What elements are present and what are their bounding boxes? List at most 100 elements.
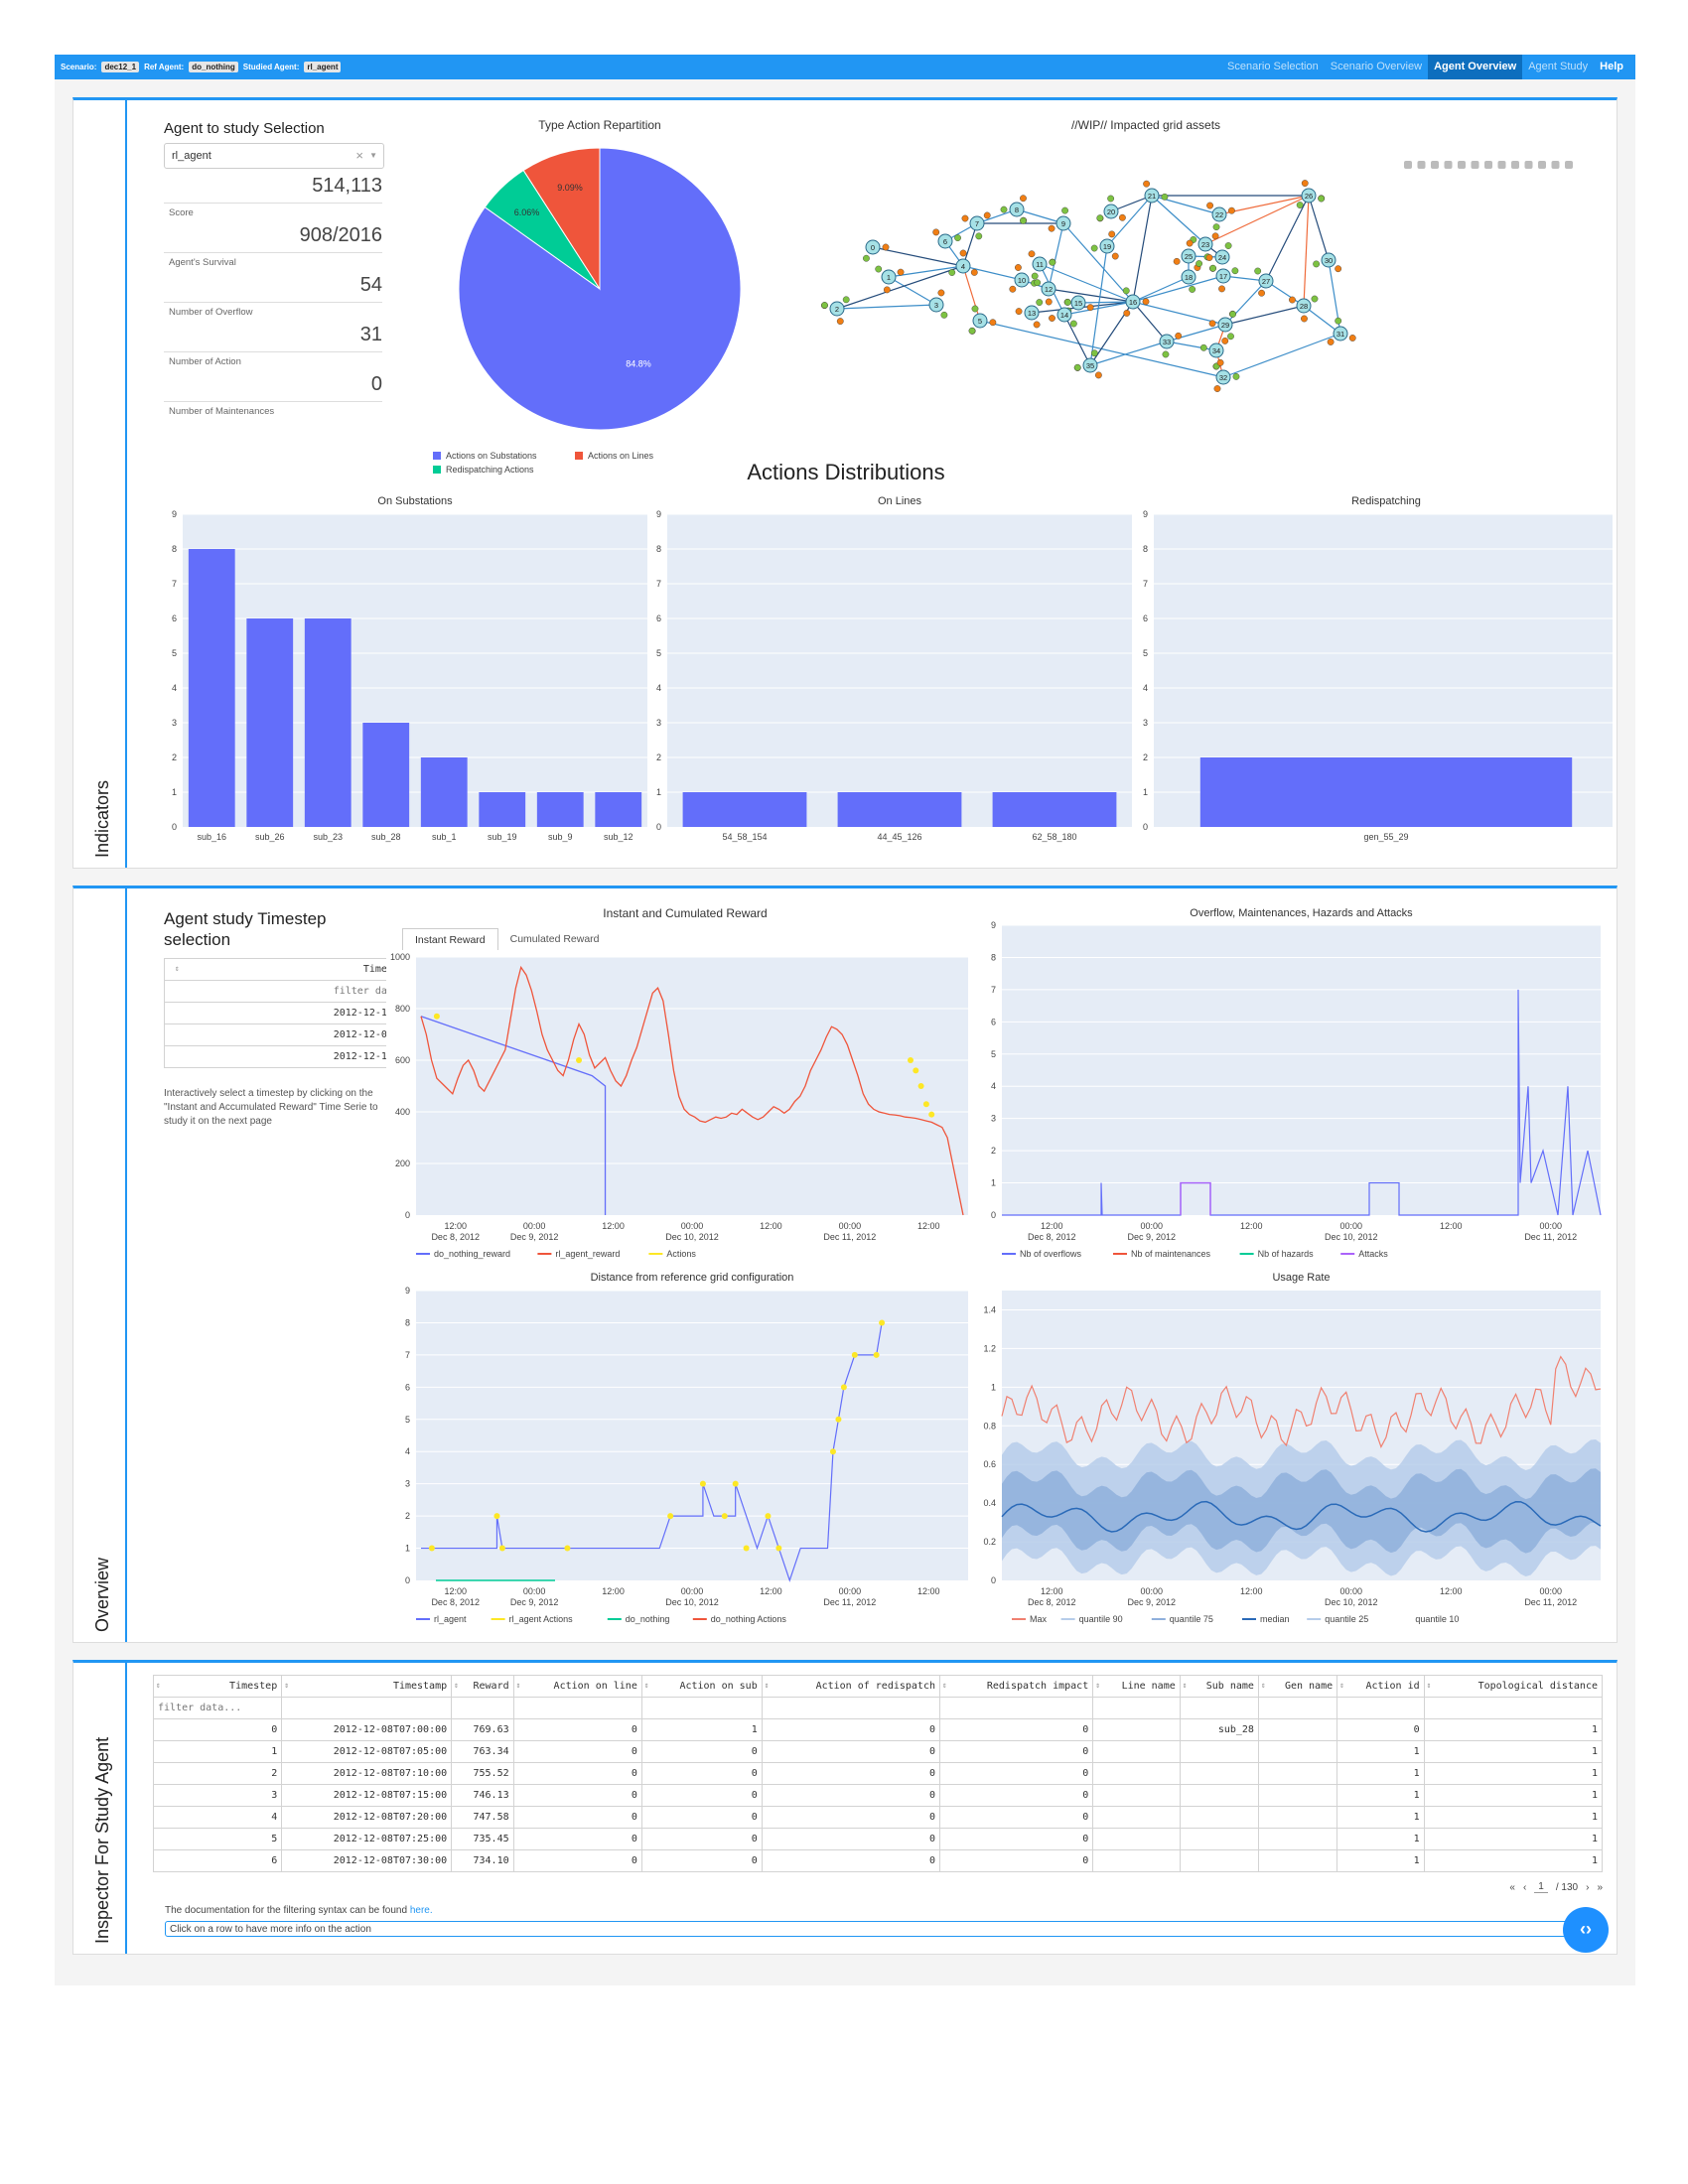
column-header[interactable]: ⇕ Topological distance: [1423, 1675, 1604, 1698]
table-cell[interactable]: 0: [761, 1806, 941, 1829]
table-cell[interactable]: 2012-12-08T07:10:00: [281, 1762, 453, 1785]
sort-icon[interactable]: ⇕: [156, 1681, 161, 1690]
table-cell[interactable]: 0: [761, 1849, 941, 1872]
table-cell[interactable]: 0: [640, 1806, 763, 1829]
table-cell[interactable]: 0: [512, 1828, 642, 1850]
table-cell[interactable]: 746.13: [451, 1784, 514, 1807]
table-cell[interactable]: 1: [1423, 1740, 1604, 1763]
table-cell[interactable]: 0: [640, 1784, 763, 1807]
table-cell[interactable]: 2012-12-08T07:20:00: [281, 1806, 453, 1829]
filter-cell[interactable]: [1336, 1697, 1425, 1719]
table-cell[interactable]: 0: [640, 1740, 763, 1763]
table-cell[interactable]: 0: [938, 1740, 1094, 1763]
agent-select-dropdown[interactable]: rl_agent × ▼: [164, 143, 384, 169]
table-cell[interactable]: 0: [938, 1849, 1094, 1872]
sort-icon[interactable]: ⇕: [764, 1681, 770, 1690]
table-cell[interactable]: 0: [938, 1718, 1094, 1741]
table-cell[interactable]: 0: [938, 1828, 1094, 1850]
table-cell[interactable]: 0: [761, 1762, 941, 1785]
table-row[interactable]: 2 2012-12-08T07:10:00 755.52 0 0 0 0 1 1: [152, 1762, 1604, 1785]
pan-icon[interactable]: [1431, 161, 1439, 169]
nav-help[interactable]: Help: [1600, 61, 1623, 72]
table-cell[interactable]: 1: [152, 1740, 283, 1763]
next-page-icon[interactable]: ›: [1586, 1881, 1590, 1893]
table-row[interactable]: 2012-12-11 08:: [164, 1045, 386, 1068]
column-header[interactable]: ⇕ Action on sub: [640, 1675, 763, 1698]
autoscale-icon[interactable]: [1497, 161, 1506, 169]
table-cell[interactable]: [1092, 1849, 1181, 1872]
table-cell[interactable]: [1257, 1806, 1338, 1829]
table-cell[interactable]: [1257, 1849, 1338, 1872]
filter-cell[interactable]: [512, 1697, 642, 1719]
sort-icon[interactable]: ⇕: [1426, 1681, 1432, 1690]
table-cell[interactable]: 0: [761, 1740, 941, 1763]
table-cell[interactable]: 2012-12-08T07:25:00: [281, 1828, 453, 1850]
column-header[interactable]: ⇕ Line name: [1092, 1675, 1181, 1698]
select-box-icon[interactable]: [1444, 161, 1453, 169]
table-cell[interactable]: [1092, 1762, 1181, 1785]
prev-page-icon[interactable]: ‹: [1522, 1881, 1527, 1893]
table-cell[interactable]: [1179, 1849, 1259, 1872]
column-header[interactable]: ⇕ Timestep: [152, 1675, 283, 1698]
table-cell[interactable]: 1: [1336, 1849, 1425, 1872]
camera-icon[interactable]: [1404, 161, 1412, 169]
table-cell[interactable]: 1: [640, 1718, 763, 1741]
table-cell[interactable]: [1092, 1784, 1181, 1807]
table-cell[interactable]: 0: [512, 1718, 642, 1741]
table-cell[interactable]: 1: [1336, 1806, 1425, 1829]
table-cell[interactable]: 0: [512, 1849, 642, 1872]
table-cell[interactable]: 755.52: [451, 1762, 514, 1785]
table-cell[interactable]: 0: [938, 1784, 1094, 1807]
spike-icon[interactable]: [1524, 161, 1533, 169]
table-cell[interactable]: [1179, 1828, 1259, 1850]
table-cell[interactable]: 0: [1336, 1718, 1425, 1741]
zoom-icon[interactable]: [1417, 161, 1426, 169]
table-cell[interactable]: [1092, 1806, 1181, 1829]
column-header[interactable]: ⇕ Action id: [1336, 1675, 1425, 1698]
filter-cell[interactable]: [938, 1697, 1094, 1719]
table-cell[interactable]: 1: [1423, 1828, 1604, 1850]
table-cell[interactable]: 735.45: [451, 1828, 514, 1850]
table-cell[interactable]: [1257, 1740, 1338, 1763]
table-cell[interactable]: 1: [1336, 1784, 1425, 1807]
table-cell[interactable]: [1179, 1784, 1259, 1807]
table-cell[interactable]: [1092, 1740, 1181, 1763]
column-header[interactable]: ⇕ Sub name: [1179, 1675, 1259, 1698]
table-cell[interactable]: [1257, 1784, 1338, 1807]
table-cell[interactable]: [1179, 1806, 1259, 1829]
lasso-icon[interactable]: [1458, 161, 1466, 169]
table-cell[interactable]: 6: [152, 1849, 283, 1872]
table-cell[interactable]: 2012-12-08T07:30:00: [281, 1849, 453, 1872]
filter-cell[interactable]: [1257, 1697, 1338, 1719]
sort-icon[interactable]: ⇕: [175, 964, 180, 973]
table-cell[interactable]: 2012-12-08T07:15:00: [281, 1784, 453, 1807]
table-cell[interactable]: 0: [640, 1762, 763, 1785]
table-cell[interactable]: 0: [512, 1762, 642, 1785]
first-page-icon[interactable]: «: [1509, 1881, 1515, 1893]
column-header[interactable]: ⇕ Reward: [451, 1675, 514, 1698]
table-cell[interactable]: 769.63: [451, 1718, 514, 1741]
filter-cell[interactable]: [640, 1697, 763, 1719]
table-cell[interactable]: 1: [1423, 1718, 1604, 1741]
filter-cell[interactable]: [1092, 1697, 1181, 1719]
action-info-box[interactable]: Click on a row to have more info on the …: [165, 1921, 1575, 1937]
table-cell[interactable]: sub_28: [1179, 1718, 1259, 1741]
filter-cell[interactable]: [281, 1697, 453, 1719]
column-header[interactable]: ⇕ Action of redispatch: [761, 1675, 941, 1698]
table-cell[interactable]: 763.34: [451, 1740, 514, 1763]
tab-cumulated-reward[interactable]: Cumulated Reward: [509, 933, 600, 945]
nav-agent-overview[interactable]: Agent Overview: [1428, 55, 1523, 79]
filter-cell[interactable]: filter data...: [152, 1697, 283, 1719]
table-cell[interactable]: 0: [761, 1718, 941, 1741]
legend-substations[interactable]: Actions on Substations: [446, 451, 537, 461]
sort-icon[interactable]: ⇕: [1339, 1681, 1344, 1690]
plotly-logo-icon[interactable]: [1565, 161, 1573, 169]
table-cell[interactable]: 734.10: [451, 1849, 514, 1872]
zoom-out-icon[interactable]: [1484, 161, 1492, 169]
sort-icon[interactable]: ⇕: [942, 1681, 947, 1690]
hover-closest-icon[interactable]: [1538, 161, 1546, 169]
nav-agent-study[interactable]: Agent Study: [1528, 61, 1589, 72]
table-cell[interactable]: 1: [1423, 1849, 1604, 1872]
table-cell[interactable]: [1092, 1828, 1181, 1850]
